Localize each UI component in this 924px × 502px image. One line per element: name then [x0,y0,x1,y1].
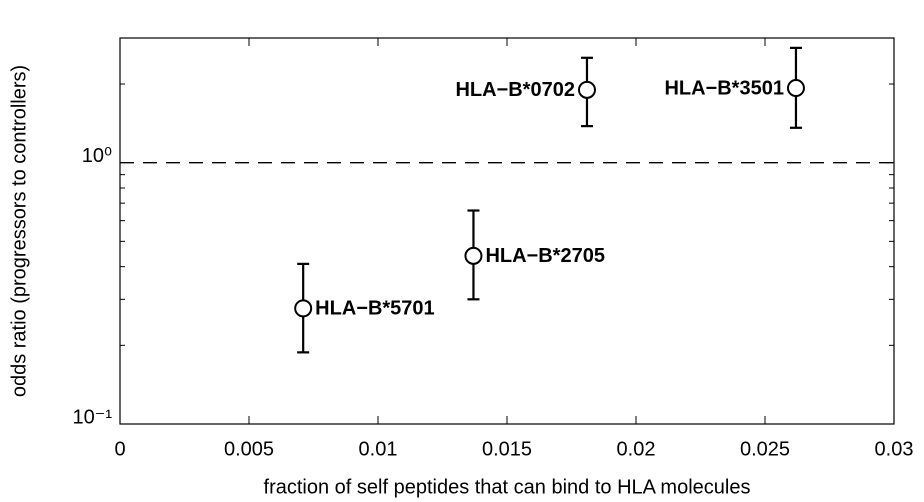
point [294,299,313,318]
y-axis-label: odds ratio (progressors to controllers) [8,65,30,397]
point [464,246,483,265]
error-bar [580,56,593,128]
error-bar [467,209,480,301]
y-tick-label: 10⁻¹ [73,406,113,428]
x-tick-label: 0.02 [617,438,656,460]
x-tick-label: 0.015 [482,438,532,460]
x-axis-label: fraction of self peptides that can bind … [264,476,751,498]
point [786,79,805,98]
x-tick-label: 0 [114,438,125,460]
x-tick-label: 0.025 [740,438,790,460]
point-label: HLA−B*3501 [664,77,784,99]
x-tick-label: 0.005 [224,438,274,460]
point-label: HLA−B*0702 [455,79,575,101]
x-tick-label: 0.01 [359,438,398,460]
point [577,80,596,99]
error-bar [297,262,310,354]
point-label: HLA−B*2705 [485,245,605,267]
error-bar [789,46,802,129]
y-tick-label: 10⁰ [82,145,112,167]
point-label: HLA−B*5701 [315,298,435,320]
x-tick-label: 0.03 [875,438,914,460]
